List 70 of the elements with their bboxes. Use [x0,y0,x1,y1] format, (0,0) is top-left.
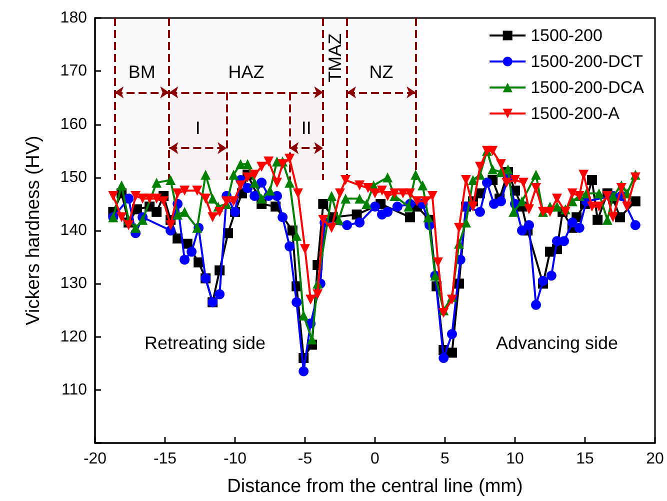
point [615,212,625,222]
point [567,218,578,228]
point [630,220,640,230]
point [256,178,267,188]
x-tick-label: 10 [506,450,524,468]
point [250,190,260,201]
y-tick-label: 160 [60,116,88,133]
x-tick-label: 20 [646,450,664,468]
point [186,246,197,257]
x-tick-label: -15 [153,450,177,468]
x-tick-label: -10 [223,450,247,468]
band-label: BM [128,62,156,82]
point [354,218,365,228]
point [587,175,597,186]
band-label: HAZ [228,62,264,82]
legend-label: 1500-200 [530,26,602,45]
point [214,289,225,300]
point [318,198,328,209]
y-tick-label: 150 [60,168,88,186]
y-tick-label: 130 [60,275,88,292]
point [531,300,541,310]
point [592,214,603,225]
point [272,190,282,201]
legend-label: 1500-200-A [530,104,620,123]
band-label: NZ [369,62,394,82]
point [180,254,190,265]
point [496,196,506,206]
annotation: Retreating side [144,333,266,353]
x-tick-label: -5 [298,450,312,468]
y-axis-title: Vickers hardness (HV) [23,136,44,326]
x-tick-label: 0 [370,450,380,468]
point [447,329,457,340]
point [284,241,295,252]
point [574,222,584,233]
point [630,196,640,206]
point [559,236,569,246]
point [152,206,162,217]
annotation: Advancing side [496,333,618,353]
point [292,297,302,308]
point [482,178,492,188]
point [517,226,527,236]
point [405,212,415,222]
x-tick-label: -20 [83,450,107,468]
y-tick-label: 180 [60,10,88,26]
point [370,202,380,212]
point [278,212,288,222]
y-tick-label: 170 [60,62,88,80]
legend-label: 1500-200-DCT [530,52,644,71]
point [352,210,362,220]
point [298,366,309,376]
band-label: TMAZ [325,33,346,82]
x-axis-title: Distance from the central line (mm) [227,476,523,497]
point [546,270,556,281]
point [447,348,457,358]
band-label: II [301,118,312,138]
y-tick-label: 110 [61,381,88,398]
y-tick-label: 140 [60,222,88,239]
y-tick-label: 120 [60,328,88,346]
point [538,276,548,286]
point [242,183,253,193]
x-tick-label: 15 [576,450,594,468]
band-label: I [195,118,200,138]
x-tick-label: 5 [440,450,450,468]
point [524,220,534,230]
legend-label: 1500-200-DCA [530,78,645,97]
point [475,206,485,217]
point [392,202,402,212]
point [342,220,352,230]
point [382,206,393,217]
point [438,353,449,363]
